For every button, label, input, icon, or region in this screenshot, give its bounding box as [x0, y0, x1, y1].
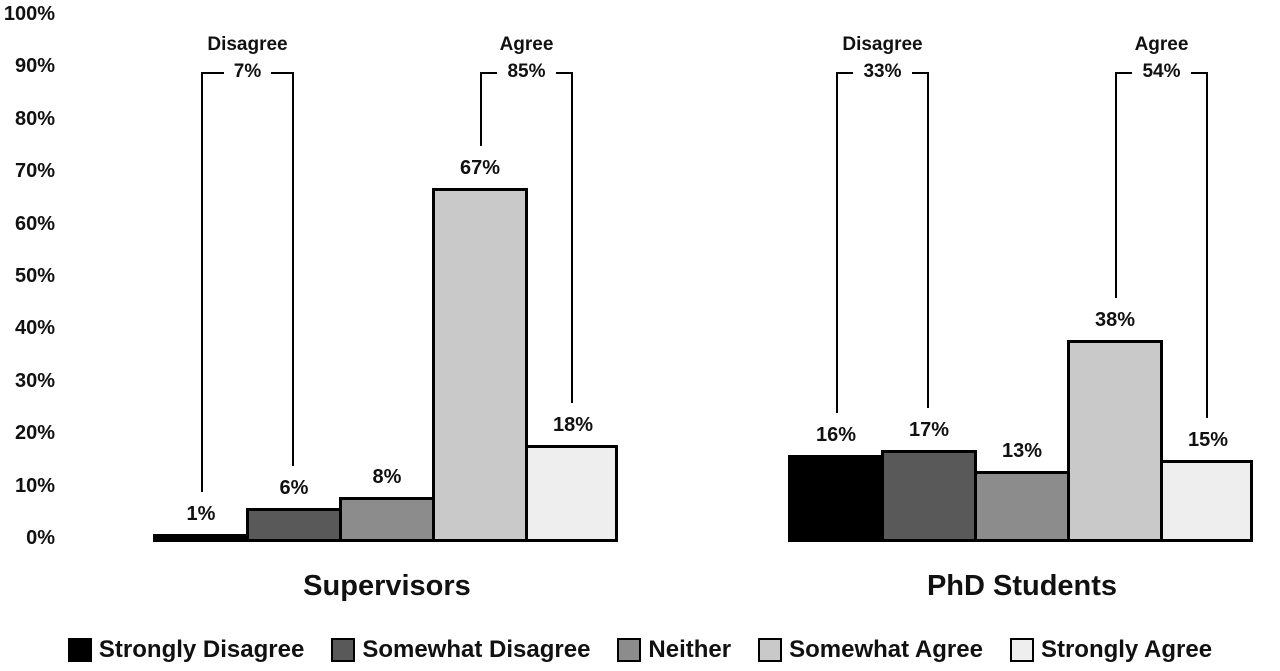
- legend-item-strongly-disagree: Strongly Disagree: [67, 636, 305, 664]
- bar-strongly-disagree: [788, 455, 884, 542]
- legend-swatch-strongly-agree: [1009, 638, 1034, 662]
- bar-value-label: 1%: [186, 503, 216, 525]
- bar-value-label: 13%: [1001, 440, 1043, 462]
- bar-somewhat-agree: [432, 188, 528, 542]
- y-tick-label: 60%: [14, 213, 55, 235]
- bar-value-label: 38%: [1094, 309, 1136, 331]
- bar-value-label: 15%: [1187, 429, 1229, 451]
- bar-value-label: 18%: [552, 414, 594, 436]
- y-tick-label: 90%: [14, 55, 55, 77]
- bracket-drop-line: [927, 72, 929, 408]
- group-title-supervisors: Supervisors: [303, 570, 471, 602]
- bracket-title-agree: Agree: [1134, 34, 1189, 55]
- bracket-value: 54%: [1115, 59, 1208, 85]
- bar-neither: [974, 471, 1070, 542]
- y-tick-label: 80%: [14, 108, 55, 130]
- bracket-title-agree: Agree: [499, 34, 554, 55]
- bar-value-label: 17%: [908, 419, 950, 441]
- bracket-title-disagree: Disagree: [842, 34, 923, 55]
- bracket-value-text: 33%: [853, 61, 912, 82]
- bracket-drop-line: [1206, 72, 1208, 418]
- legend: Strongly Disagree Somewhat Disagree Neithe…: [0, 636, 1280, 664]
- y-tick-label: 0%: [26, 527, 55, 549]
- legend-item-somewhat-agree: Somewhat Agree: [758, 636, 983, 664]
- bracket-title-disagree: Disagree: [207, 34, 288, 55]
- bar-value-label: 16%: [815, 424, 857, 446]
- bracket-drop-line: [571, 72, 573, 403]
- bracket-value: 85%: [480, 59, 573, 85]
- bracket-drop-line: [1115, 72, 1117, 298]
- bar-somewhat-agree: [1067, 340, 1163, 542]
- bar-somewhat-disagree: [881, 450, 977, 542]
- bar-neither: [339, 497, 435, 542]
- legend-swatch-somewhat-agree: [758, 638, 783, 662]
- y-tick-label: 100%: [3, 3, 55, 25]
- group-title-phd-students: PhD Students: [926, 570, 1118, 602]
- bar-value-label: 8%: [372, 466, 402, 488]
- y-axis: 100% 90% 80% 70% 60% 50% 40% 30% 20% 10% 0%: [0, 0, 55, 560]
- bar-strongly-agree: [525, 445, 618, 542]
- legend-item-strongly-agree: Strongly Agree: [1009, 636, 1213, 664]
- bracket-drop-line: [480, 72, 482, 146]
- legend-label: Strongly Disagree: [98, 636, 305, 663]
- y-tick-label: 40%: [14, 317, 55, 339]
- bracket-drop-line: [836, 72, 838, 413]
- legend-label: Strongly Agree: [1040, 636, 1213, 663]
- bracket-drop-line: [292, 72, 294, 466]
- y-tick-label: 10%: [14, 475, 55, 497]
- legend-label: Somewhat Disagree: [362, 636, 591, 663]
- plot-area: 1% 6% 8% 67% 18% Disagree 7% Agree 85% 16% 17% 13%…: [153, 0, 1256, 542]
- bracket-value-text: 7%: [223, 61, 272, 82]
- legend-swatch-strongly-disagree: [67, 638, 92, 662]
- bar-group-phd-students: 16% 17% 13% 38% 15% Disagree 33% Agree 54%: [788, 0, 1256, 542]
- y-tick-label: 70%: [14, 160, 55, 182]
- bar-value-label: 6%: [279, 477, 309, 499]
- bracket-value-text: 54%: [1132, 61, 1191, 82]
- bar-group-supervisors: 1% 6% 8% 67% 18% Disagree 7% Agree 85%: [153, 0, 621, 542]
- legend-swatch-neither: [617, 638, 642, 662]
- legend-swatch-somewhat-disagree: [331, 638, 356, 662]
- bar-strongly-agree: [1160, 460, 1253, 542]
- bracket-value: 7%: [201, 59, 294, 85]
- bracket-value-text: 85%: [497, 61, 556, 82]
- bracket-drop-line: [201, 72, 203, 492]
- y-tick-label: 50%: [14, 265, 55, 287]
- y-tick-label: 30%: [14, 370, 55, 392]
- legend-label: Somewhat Agree: [789, 636, 983, 663]
- legend-item-neither: Neither: [617, 636, 731, 664]
- legend-label: Neither: [648, 636, 732, 663]
- y-tick-label: 20%: [14, 422, 55, 444]
- bar-value-label: 67%: [459, 157, 501, 179]
- legend-item-somewhat-disagree: Somewhat Disagree: [331, 636, 590, 664]
- bar-somewhat-disagree: [246, 508, 342, 542]
- bar-strongly-disagree: [153, 534, 249, 542]
- bracket-value: 33%: [836, 59, 929, 85]
